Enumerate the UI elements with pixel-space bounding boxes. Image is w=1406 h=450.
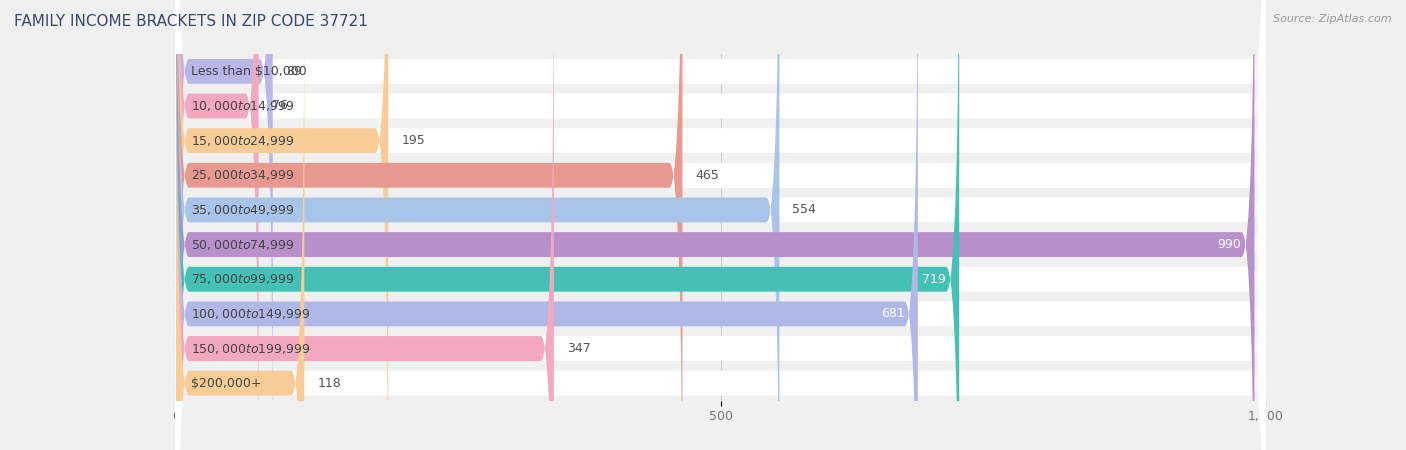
Text: $35,000 to $49,999: $35,000 to $49,999 [191, 203, 294, 217]
FancyBboxPatch shape [176, 0, 1254, 450]
Text: 347: 347 [567, 342, 591, 355]
FancyBboxPatch shape [176, 0, 1265, 450]
Text: $100,000 to $149,999: $100,000 to $149,999 [191, 307, 311, 321]
Text: FAMILY INCOME BRACKETS IN ZIP CODE 37721: FAMILY INCOME BRACKETS IN ZIP CODE 37721 [14, 14, 368, 28]
Text: 76: 76 [271, 99, 287, 112]
Text: $150,000 to $199,999: $150,000 to $199,999 [191, 342, 311, 356]
Text: 465: 465 [696, 169, 720, 182]
FancyBboxPatch shape [176, 0, 1265, 450]
FancyBboxPatch shape [176, 0, 304, 450]
Text: 195: 195 [401, 134, 425, 147]
Text: 990: 990 [1218, 238, 1241, 251]
Text: 554: 554 [793, 203, 817, 216]
FancyBboxPatch shape [176, 0, 682, 450]
FancyBboxPatch shape [176, 0, 959, 450]
Text: $10,000 to $14,999: $10,000 to $14,999 [191, 99, 294, 113]
FancyBboxPatch shape [176, 0, 273, 450]
FancyBboxPatch shape [176, 0, 388, 450]
FancyBboxPatch shape [176, 0, 1265, 450]
FancyBboxPatch shape [176, 0, 1265, 450]
Text: $200,000+: $200,000+ [191, 377, 262, 390]
Text: 89: 89 [285, 65, 302, 78]
FancyBboxPatch shape [176, 0, 1265, 450]
FancyBboxPatch shape [176, 0, 1265, 450]
Text: Source: ZipAtlas.com: Source: ZipAtlas.com [1274, 14, 1392, 23]
Text: 118: 118 [318, 377, 342, 390]
Text: $25,000 to $34,999: $25,000 to $34,999 [191, 168, 294, 182]
FancyBboxPatch shape [176, 0, 259, 450]
Text: $50,000 to $74,999: $50,000 to $74,999 [191, 238, 294, 252]
FancyBboxPatch shape [176, 0, 1265, 450]
Text: 719: 719 [922, 273, 946, 286]
FancyBboxPatch shape [176, 0, 1265, 450]
FancyBboxPatch shape [176, 0, 779, 450]
FancyBboxPatch shape [176, 0, 554, 450]
Text: $75,000 to $99,999: $75,000 to $99,999 [191, 272, 294, 286]
FancyBboxPatch shape [176, 0, 1265, 450]
FancyBboxPatch shape [176, 0, 918, 450]
Text: Less than $10,000: Less than $10,000 [191, 65, 307, 78]
Text: $15,000 to $24,999: $15,000 to $24,999 [191, 134, 294, 148]
Text: 681: 681 [882, 307, 904, 320]
FancyBboxPatch shape [176, 0, 1265, 450]
